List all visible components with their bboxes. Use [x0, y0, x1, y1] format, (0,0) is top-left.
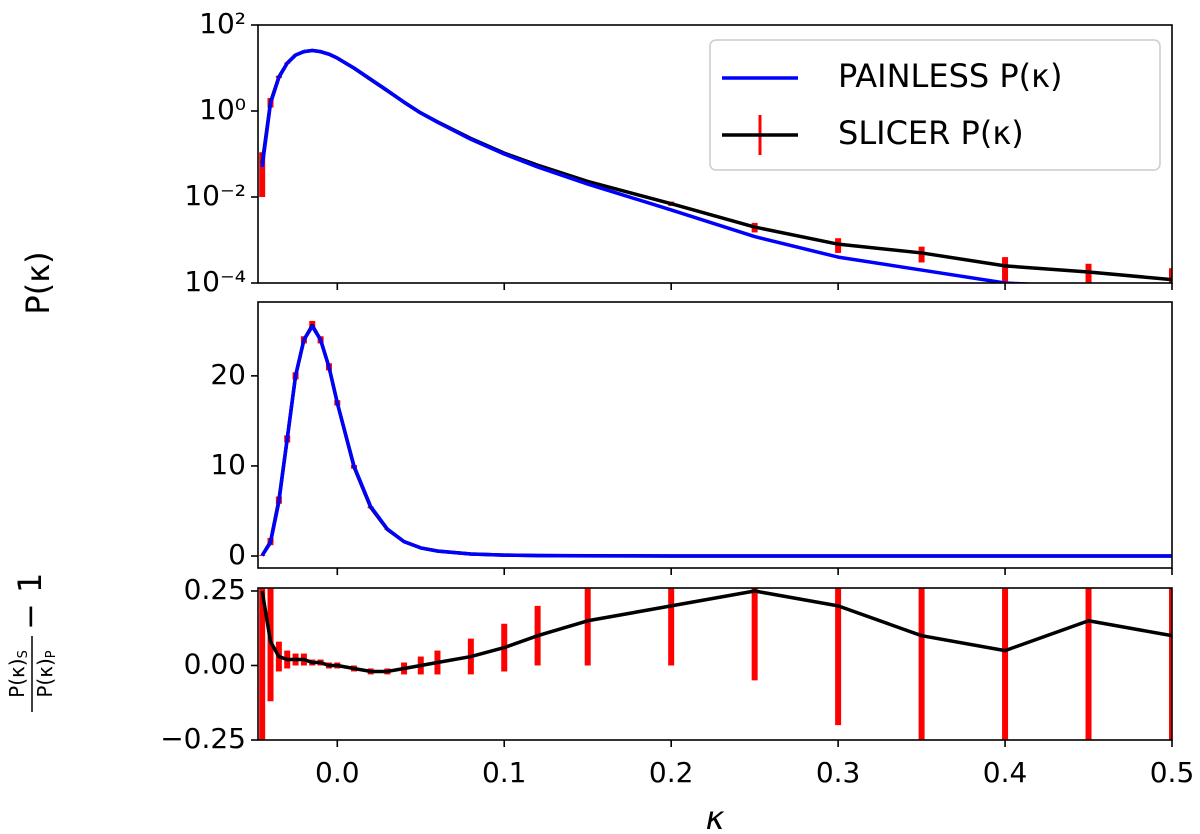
- y-axis-label: P(κ): [19, 251, 57, 314]
- plot-area: [259, 320, 1172, 558]
- series-line: [260, 48, 1041, 283]
- fraction-numerator: P(κ)S: [5, 650, 31, 698]
- label-base: P(κ): [5, 658, 29, 697]
- y-tick-label: 10⁻⁴: [184, 265, 246, 298]
- y-tick-label: 0: [228, 538, 246, 571]
- series-line: [260, 589, 1172, 674]
- plot-area: [259, 588, 1172, 740]
- y-axis-label: P(κ)SP(κ)P− 1: [5, 573, 59, 712]
- series-line: [260, 323, 1172, 558]
- label-base: P(κ): [33, 658, 57, 697]
- axes-frame: [257, 24, 1173, 284]
- y-tick-label: 10: [210, 448, 246, 481]
- label-sub: S: [16, 650, 31, 658]
- x-tick-label: 0.3: [816, 756, 861, 789]
- series-line: [260, 324, 1172, 558]
- x-tick-label: 0.4: [983, 756, 1028, 789]
- x-tick-label: 0.0: [315, 756, 360, 789]
- y-tick-label: −0.25: [160, 722, 246, 755]
- x-tick-label: 0.2: [649, 756, 694, 789]
- legend-label: PAINLESS P(κ): [838, 57, 1062, 95]
- axes-frame: [257, 587, 1173, 741]
- y-tick-label: 0.00: [184, 647, 246, 680]
- label-sub: P: [44, 650, 59, 658]
- x-axis-label: κ: [706, 799, 725, 834]
- plot-area: [259, 48, 1172, 283]
- x-tick-label: 0.5: [1150, 756, 1195, 789]
- y-tick-label: 10²: [199, 7, 246, 40]
- y-tick-label: 10⁻²: [184, 179, 246, 212]
- axes-frame: [257, 301, 1173, 569]
- y-tick-label: 10⁰: [199, 93, 246, 126]
- fraction-denominator: P(κ)P: [33, 650, 59, 697]
- legend-label: SLICER P(κ): [838, 114, 1024, 152]
- y-tick-label: 0.25: [184, 573, 246, 606]
- x-tick-label: 0.1: [482, 756, 527, 789]
- legend-box: [709, 39, 1161, 171]
- label-suffix: − 1: [11, 573, 49, 630]
- y-tick-label: 20: [210, 358, 246, 391]
